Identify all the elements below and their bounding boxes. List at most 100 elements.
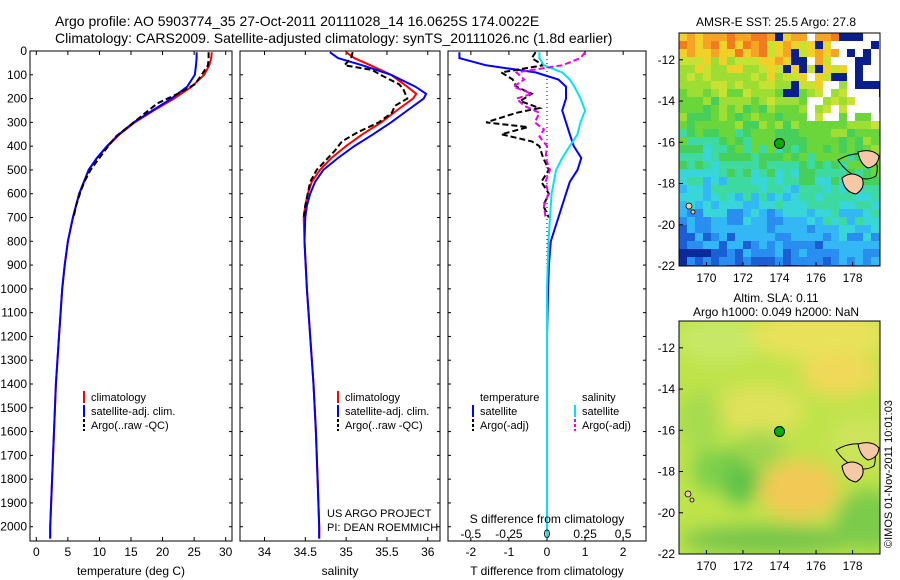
- sst-pixel: [719, 193, 727, 201]
- sst-pixel: [791, 97, 799, 105]
- sst-pixel: [807, 137, 815, 145]
- sst-pixel: [791, 105, 799, 113]
- sst-pixel: [719, 113, 727, 121]
- sst-pixel: [711, 129, 719, 137]
- sst-pixel: [719, 33, 727, 41]
- sst-pixel: [735, 41, 743, 49]
- sst-pixel: [783, 241, 791, 249]
- sst-pixel: [711, 113, 719, 121]
- sst-pixel: [871, 201, 879, 209]
- sst-pixel: [759, 65, 767, 73]
- sst-pixel: [775, 89, 783, 97]
- sst-pixel: [807, 249, 815, 257]
- sst-pixel: [767, 121, 775, 129]
- sst-pixel: [807, 225, 815, 233]
- sst-pixel: [855, 73, 863, 81]
- sst-pixel: [791, 209, 799, 217]
- sst-pixel: [727, 57, 735, 65]
- sst-pixel: [799, 257, 807, 265]
- sst-pixel: [759, 233, 767, 241]
- sst-pixel: [791, 73, 799, 81]
- sst-pixel: [695, 65, 703, 73]
- sst-pixel: [743, 145, 751, 153]
- salinity-xlabel: salinity: [322, 564, 359, 578]
- series-line-satellite-adj-clim: [49, 52, 198, 539]
- sst-pixel: [863, 33, 871, 41]
- sst-pixel: [807, 129, 815, 137]
- sst-pixel: [743, 49, 751, 57]
- sst-pixel: [695, 105, 703, 113]
- sst-pixel: [863, 97, 871, 105]
- sst-pixel: [871, 121, 879, 129]
- sst-pixel: [839, 89, 847, 97]
- sst-pixel: [775, 97, 783, 105]
- depth-tick-label: 1000: [0, 282, 27, 296]
- sst-pixel: [767, 33, 775, 41]
- sst-pixel: [767, 65, 775, 73]
- sst-pixel: [711, 33, 719, 41]
- sst-pixel: [775, 33, 783, 41]
- x-tick-label: 5: [65, 545, 72, 559]
- top-x-tick-label: 0.25: [573, 527, 597, 541]
- sst-pixel: [791, 57, 799, 65]
- sst-pixel: [687, 145, 695, 153]
- sst-pixel: [759, 257, 767, 265]
- sst-pixel: [863, 225, 871, 233]
- sst-pixel: [703, 185, 711, 193]
- sst-pixel: [735, 129, 743, 137]
- sst-pixel: [855, 41, 863, 49]
- sst-pixel: [823, 161, 831, 169]
- sst-pixel: [711, 225, 719, 233]
- sst-pixel: [799, 225, 807, 233]
- depth-tick-label: 1200: [0, 329, 27, 343]
- sst-pixel: [775, 177, 783, 185]
- sst-pixel: [775, 161, 783, 169]
- sst-pixel: [735, 169, 743, 177]
- sst-pixel: [679, 257, 687, 265]
- sst-pixel: [759, 89, 767, 97]
- sst-pixel: [831, 153, 839, 161]
- sst-pixel: [839, 41, 847, 49]
- series-line-temperature-satellite: [458, 52, 583, 539]
- sst-pixel: [695, 177, 703, 185]
- sst-pixel: [863, 73, 871, 81]
- sst-pixel: [743, 169, 751, 177]
- temperature-plot: 0 5 10 15 20 25 30: [33, 51, 233, 559]
- sst-pixel: [759, 209, 767, 217]
- sst-pixel: [679, 145, 687, 153]
- small-island: [689, 497, 695, 503]
- sst-pixel: [775, 217, 783, 225]
- sst-pixel: [743, 73, 751, 81]
- sst-pixel: [743, 33, 751, 41]
- sst-pixel: [799, 65, 807, 73]
- sst-pixel: [743, 185, 751, 193]
- sst-pixel: [759, 225, 767, 233]
- series-line-argo-raw-qc: [72, 52, 210, 218]
- sst-pixel: [839, 257, 847, 265]
- sst-pixel: [799, 113, 807, 121]
- sst-pixel: [719, 249, 727, 257]
- sst-pixel: [695, 257, 703, 265]
- sst-pixel: [823, 209, 831, 217]
- sst-pixel: [823, 89, 831, 97]
- legend-s-satellite-label: satellite: [582, 406, 619, 418]
- sst-pixel: [687, 121, 695, 129]
- sst-map-axes: 170 172 174 176 178 -12 -14 -16 -18 -20 -22: [658, 53, 863, 285]
- sst-pixel: [759, 249, 767, 257]
- sst-pixel: [815, 225, 823, 233]
- sst-pixel: [863, 137, 871, 145]
- sst-pixel: [855, 137, 863, 145]
- sst-pixel: [759, 73, 767, 81]
- sst-pixel: [855, 89, 863, 97]
- sst-pixel: [727, 233, 735, 241]
- sst-pixel: [703, 145, 711, 153]
- sst-pixel: [711, 73, 719, 81]
- island-fiji-vanua-levu: [857, 150, 880, 169]
- sst-pixel: [783, 169, 791, 177]
- sst-pixel: [711, 97, 719, 105]
- sst-pixel: [831, 65, 839, 73]
- sst-pixel: [703, 121, 711, 129]
- sst-pixel: [735, 153, 743, 161]
- imos-credit: ©IMOS 01-Nov-2011 10:01:03: [883, 400, 895, 548]
- sst-pixel: [719, 225, 727, 233]
